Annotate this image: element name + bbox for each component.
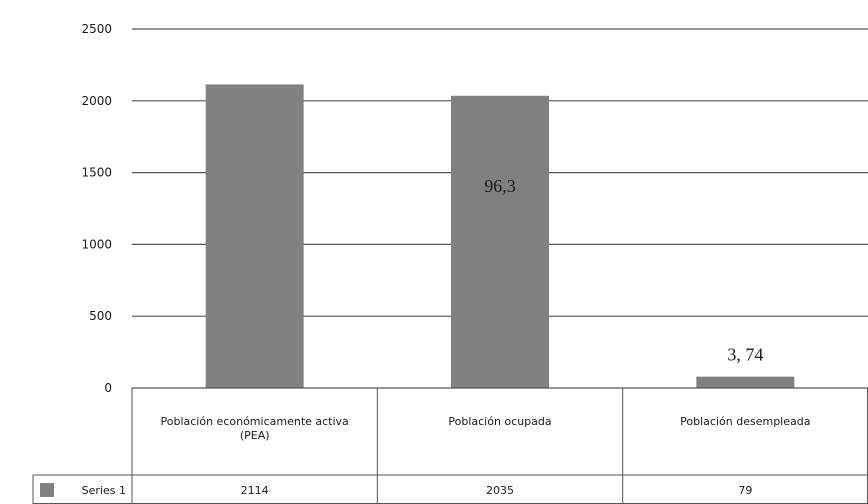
y-tick-label: 2000 xyxy=(81,94,112,108)
legend-swatch xyxy=(40,483,54,497)
category-label: (PEA) xyxy=(240,429,270,442)
table-value: 79 xyxy=(738,484,752,497)
category-label: Población económicamente activa xyxy=(161,415,349,428)
bars xyxy=(205,84,795,389)
y-tick-label: 0 xyxy=(104,381,112,395)
table-value: 2114 xyxy=(241,484,269,497)
y-tick-label: 1000 xyxy=(81,237,112,251)
bar-annotations: 96,3 3, 74 xyxy=(484,176,763,364)
category-label: Población desempleada xyxy=(680,415,810,428)
table-value: 2035 xyxy=(486,484,514,497)
y-tick-label: 1500 xyxy=(81,166,112,180)
legend-label: Series 1 xyxy=(82,484,126,497)
data-table: Población económicamente activa(PEA) Pobl… xyxy=(32,387,868,504)
bar xyxy=(696,376,795,388)
bar xyxy=(451,95,549,389)
bar xyxy=(205,84,304,389)
y-axis-tick-labels: 0 500 1000 1500 2000 2500 xyxy=(81,22,112,395)
category-label: Población ocupada xyxy=(448,415,551,428)
y-tick-label: 2500 xyxy=(81,22,112,36)
y-tick-label: 500 xyxy=(89,309,112,323)
bar-annotation: 3, 74 xyxy=(727,345,763,365)
bar-annotation: 96,3 xyxy=(484,176,516,196)
